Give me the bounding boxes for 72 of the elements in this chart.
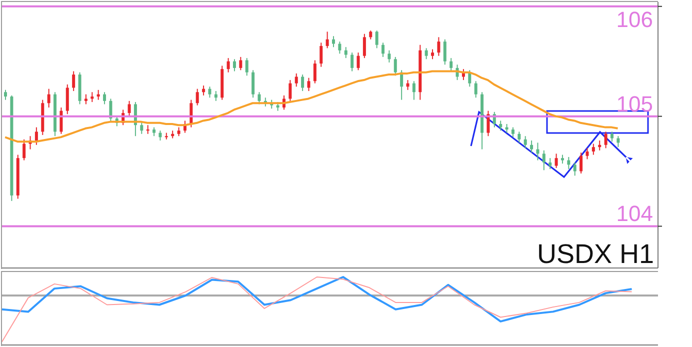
candlestick bbox=[90, 92, 94, 103]
candlestick bbox=[326, 31, 329, 49]
candlestick bbox=[443, 38, 446, 66]
candlestick bbox=[196, 88, 199, 106]
candlestick bbox=[208, 86, 212, 98]
candlestick bbox=[424, 48, 428, 60]
candlestick bbox=[518, 131, 521, 144]
candlestick bbox=[382, 42, 385, 58]
candlestick bbox=[140, 121, 144, 134]
candlestick bbox=[84, 94, 88, 105]
candlestick bbox=[542, 150, 546, 171]
candlestick bbox=[474, 80, 478, 98]
candlestick bbox=[320, 42, 323, 68]
candlestick bbox=[580, 152, 583, 174]
candlestick bbox=[598, 140, 602, 151]
candlestick bbox=[437, 36, 440, 56]
candlestick bbox=[586, 148, 589, 160]
candlestick bbox=[313, 60, 316, 84]
candlestick bbox=[22, 138, 26, 161]
candlestick bbox=[499, 120, 502, 132]
candlestick bbox=[604, 131, 608, 149]
candlestick bbox=[258, 92, 261, 105]
candlestick bbox=[146, 124, 150, 134]
candlestick bbox=[301, 74, 304, 92]
candlestick bbox=[128, 100, 131, 117]
candlestick bbox=[252, 70, 255, 98]
candlestick bbox=[356, 52, 360, 71]
candlestick bbox=[245, 58, 248, 76]
candlestick bbox=[394, 56, 397, 76]
candlestick bbox=[288, 80, 292, 102]
candlestick bbox=[548, 158, 552, 170]
candlestick bbox=[338, 41, 342, 54]
candlestick bbox=[375, 30, 378, 49]
candlestick bbox=[66, 84, 69, 115]
candlestick bbox=[158, 130, 162, 141]
candlestick bbox=[388, 50, 391, 63]
candlestick bbox=[592, 143, 595, 156]
candlestick bbox=[344, 46, 348, 59]
candlestick bbox=[34, 126, 38, 146]
candlestick bbox=[362, 33, 366, 59]
candlestick bbox=[202, 85, 206, 96]
candlestick bbox=[307, 77, 310, 92]
candlestick bbox=[103, 92, 106, 105]
ref-line-label: 106 bbox=[616, 7, 653, 32]
candlestick bbox=[554, 153, 558, 168]
candlestick bbox=[616, 136, 620, 148]
candlestick bbox=[406, 80, 410, 90]
candlestick bbox=[567, 156, 570, 170]
candlestick bbox=[573, 162, 576, 176]
candlestick bbox=[226, 58, 230, 73]
ref-line-label: 105 bbox=[616, 91, 653, 116]
candlestick bbox=[530, 140, 534, 154]
candlestick bbox=[412, 80, 416, 100]
candlestick bbox=[232, 58, 236, 72]
candlestick bbox=[524, 136, 527, 149]
candlestick bbox=[47, 88, 50, 108]
candlestick bbox=[431, 48, 434, 60]
candlestick bbox=[294, 72, 298, 88]
candlestick bbox=[332, 36, 335, 48]
ref-line-label: 104 bbox=[616, 201, 653, 226]
candlestick bbox=[350, 52, 354, 72]
candlestick bbox=[96, 89, 100, 100]
candlestick bbox=[536, 142, 540, 161]
candlestick bbox=[214, 90, 218, 102]
candlestick bbox=[72, 70, 76, 92]
candlestick bbox=[486, 110, 490, 137]
candlestick bbox=[511, 126, 514, 138]
candlestick bbox=[4, 89, 7, 100]
text: USDX H1 bbox=[536, 239, 654, 269]
candlestick bbox=[610, 131, 614, 142]
candlestick bbox=[450, 58, 453, 72]
candlestick bbox=[239, 56, 242, 71]
